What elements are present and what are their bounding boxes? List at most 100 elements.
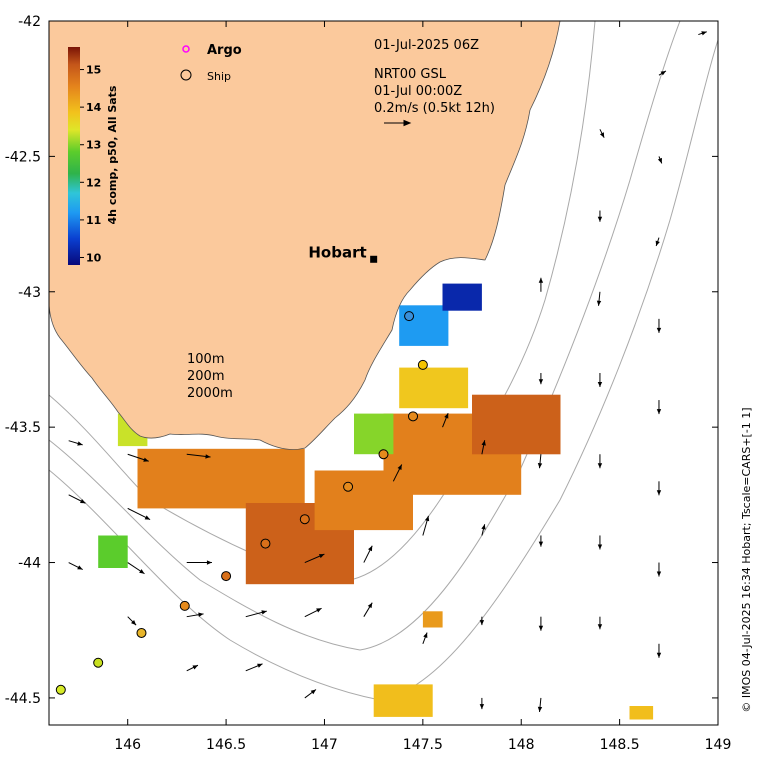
lon-tick-label: 148.5: [600, 737, 640, 753]
plot-frame: [48, 20, 719, 726]
colorbar-tick-label: 11: [86, 214, 101, 227]
sst-patch: [629, 706, 654, 720]
current-vector: [537, 697, 543, 712]
sst-patch: [373, 684, 433, 717]
colorbar-tick-label: 14: [86, 101, 102, 114]
current-vector: [658, 70, 667, 76]
current-vector: [656, 400, 662, 415]
ship-marker: [136, 627, 147, 638]
sst-patch: [137, 448, 305, 509]
ship-marker: [404, 311, 415, 322]
current-vector: [68, 494, 86, 504]
lon-tick-label: 149: [705, 737, 732, 753]
current-vector: [655, 237, 660, 247]
current-vector: [186, 560, 212, 565]
ship-marker: [260, 538, 271, 549]
current-vector: [481, 524, 486, 536]
lon-tick-label: 146: [114, 737, 141, 753]
longitude-axis: 146 146.5 147 147.5 148 148.5 149: [114, 21, 731, 753]
current-vector: [597, 535, 603, 550]
current-vector: [479, 697, 485, 710]
lat-tick-label: -43.5: [5, 420, 41, 436]
sst-patch: [399, 367, 469, 409]
argo-legend-label: Argo: [207, 43, 242, 58]
current-vector: [304, 607, 322, 618]
colorbar-ticks: 10 11 12 13 14 15: [80, 64, 102, 264]
contour-100-label: 100m: [187, 352, 224, 367]
current-vector: [127, 616, 137, 626]
city-label: Hobart: [308, 243, 366, 261]
sst-patch: [472, 394, 561, 455]
datetime-label: 01-Jul-2025 06Z: [374, 38, 479, 53]
lon-tick-label: 147.5: [403, 737, 443, 753]
ship-marker: [408, 411, 419, 422]
credit-label: © IMOS 04-Jul-2025 16:34 Hobart; Tscale=…: [740, 407, 753, 712]
colorbar-title: 4h comp, p50, All Sats: [106, 85, 119, 224]
lat-tick-label: -42.5: [5, 149, 41, 165]
ship-marker: [417, 359, 428, 370]
current-vector: [538, 616, 544, 631]
current-vector: [127, 453, 149, 462]
current-vector: [186, 612, 204, 618]
lat-tick-label: -43: [18, 285, 41, 301]
current-vector: [363, 545, 373, 563]
current-vector: [656, 318, 662, 333]
current-vector: [599, 129, 605, 138]
lat-tick-label: -44: [18, 556, 41, 572]
current-vector: [68, 440, 83, 446]
current-vector: [442, 412, 449, 428]
current-vector: [538, 277, 544, 292]
legend: Argo Ship: [180, 43, 242, 83]
lat-tick-label: -42: [18, 14, 41, 30]
current-vector: [597, 454, 603, 469]
colorbar-tick-label: 10: [86, 251, 102, 264]
current-vector: [363, 602, 373, 617]
colorbar-tick-label: 12: [86, 176, 101, 189]
current-vector: [68, 562, 83, 570]
sst-patch: [422, 611, 443, 628]
sst-patches: [98, 283, 654, 720]
current-vector: [127, 562, 145, 575]
current-vector: [186, 453, 211, 459]
current-vector: [304, 689, 317, 699]
product-label: NRT00 GSL: [374, 67, 447, 82]
current-vector: [186, 664, 199, 672]
lon-tick-label: 146.5: [206, 737, 246, 753]
sst-patch: [442, 283, 482, 311]
ship-marker: [55, 684, 66, 695]
colorbar-tick-label: 15: [86, 64, 101, 77]
ship-marker: [93, 657, 104, 668]
current-vector: [304, 553, 325, 563]
current-vector: [657, 156, 663, 164]
current-vector: [597, 210, 603, 222]
vector-scale-arrow: [384, 119, 412, 127]
ship-legend-label: Ship: [207, 70, 231, 83]
current-vector: [656, 481, 662, 496]
current-vector: [537, 454, 543, 469]
current-vector: [479, 616, 485, 626]
lat-tick-label: -44.5: [5, 691, 41, 707]
current-vector: [245, 663, 263, 672]
latitude-axis: -42 -42.5 -43 -43.5 -44 -44.5: [5, 14, 718, 707]
ship-marker: [343, 481, 354, 492]
hobart-marker: [370, 255, 378, 263]
current-vector: [245, 610, 267, 618]
current-vector: [538, 373, 544, 385]
ship-marker: [221, 571, 232, 582]
current-vectors: [68, 31, 707, 712]
sst-patch: [399, 305, 449, 346]
ship-markers: [55, 311, 428, 695]
ship-marker: [378, 449, 389, 460]
current-vector: [596, 291, 602, 306]
colorbar-tick-label: 13: [86, 139, 101, 152]
ship-marker: [179, 600, 190, 611]
current-vector: [656, 643, 662, 658]
colorbar-gradient: [68, 47, 80, 265]
argo-legend-symbol: [182, 45, 190, 53]
vector-scale-label: 0.2m/s (0.5kt 12h): [374, 101, 495, 116]
lon-tick-label: 148: [508, 737, 535, 753]
product-time-label: 01-Jul 00:00Z: [374, 84, 462, 99]
current-vector: [698, 31, 707, 36]
city-marker: Hobart: [308, 243, 378, 263]
